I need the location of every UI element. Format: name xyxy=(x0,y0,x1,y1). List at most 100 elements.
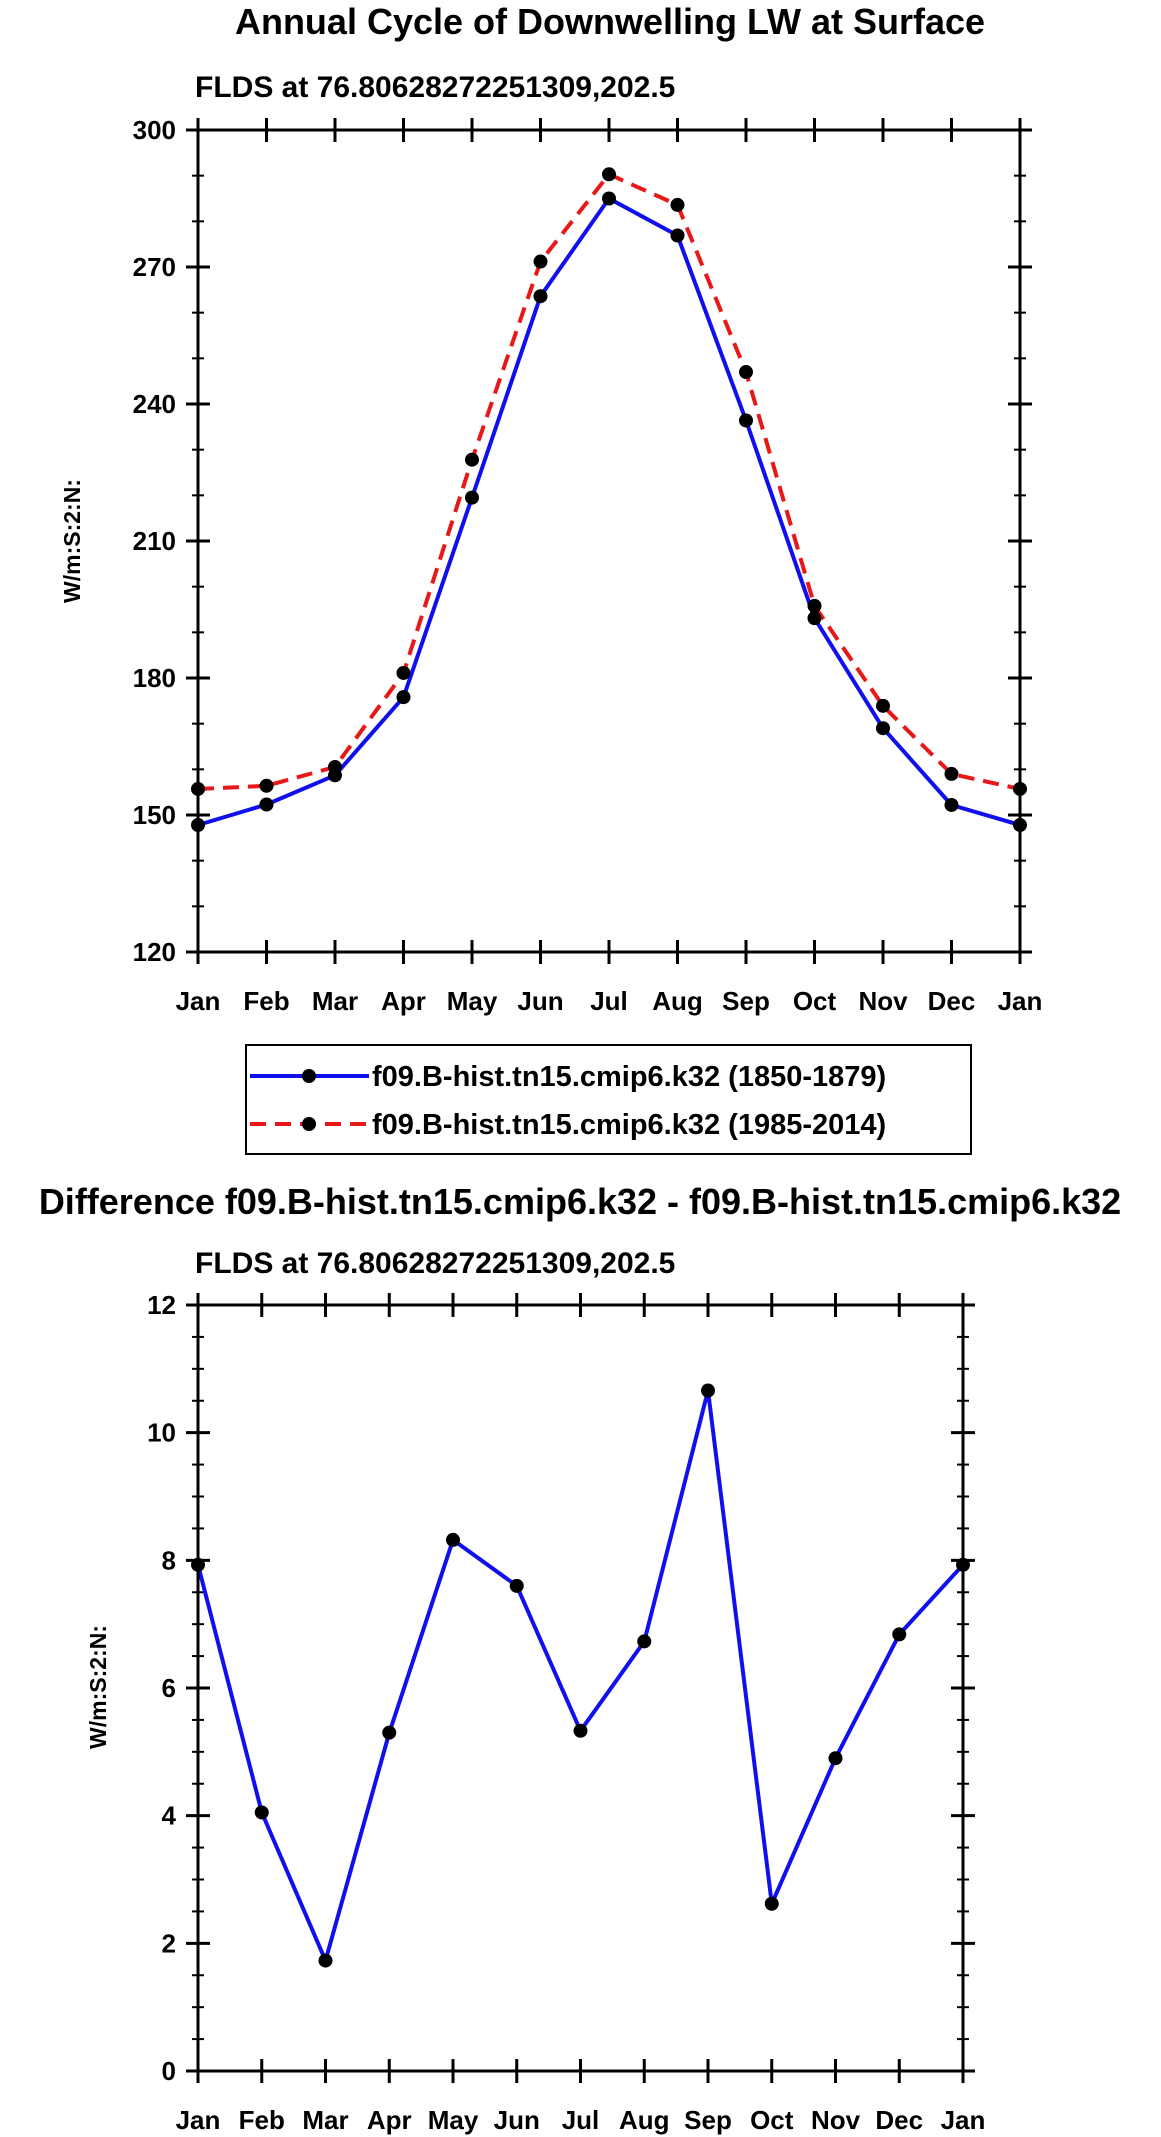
series-lines xyxy=(197,172,1021,827)
data-point xyxy=(396,690,411,705)
x-tick-label: Feb xyxy=(239,2105,285,2135)
data-point xyxy=(876,698,890,713)
y-axis-title: W/m:S:2:N: xyxy=(85,1625,111,1749)
y-tick-label: 6 xyxy=(162,1673,176,1703)
x-tick-label: Jan xyxy=(176,986,221,1016)
data-point xyxy=(602,191,616,206)
legend-entry-1850-1879: f09.B-hist.tn15.cmip6.k32 (1850-1879) xyxy=(250,1061,886,1093)
chart-subtitle: FLDS at 76.80628272251309,202.5 xyxy=(195,71,675,104)
y-tick-label: 2 xyxy=(162,1928,176,1958)
x-tick-label: Jul xyxy=(562,2105,600,2135)
x-tick-labels: Jan Feb Mar Apr May Jun Jul Aug Sep Oct Nov Dec Jan xyxy=(176,2105,986,2135)
x-tick-label: Mar xyxy=(312,986,358,1016)
series-points xyxy=(191,1383,970,1968)
x-tick-label: Sep xyxy=(722,986,770,1016)
data-point xyxy=(828,1751,843,1766)
series-line-1 xyxy=(197,172,1021,791)
legend-label: f09.B-hist.tn15.cmip6.k32 (1985-2014) xyxy=(372,1109,886,1141)
y-tick-label: 0 xyxy=(162,2056,176,2086)
x-tick-label: Jan xyxy=(998,986,1043,1016)
x-tick-label: Feb xyxy=(243,986,289,1016)
y-tick-label: 270 xyxy=(133,252,176,282)
y-tick-label: 210 xyxy=(133,526,176,556)
data-point xyxy=(807,611,822,626)
legend-marker xyxy=(302,1069,316,1083)
x-tick-label: Jul xyxy=(590,986,628,1016)
y-tick-label: 12 xyxy=(147,1290,176,1320)
data-point xyxy=(573,1723,588,1738)
chart-subtitle: FLDS at 76.80628272251309,202.5 xyxy=(195,1247,675,1280)
data-point xyxy=(465,452,479,467)
x-tick-label: Jun xyxy=(517,986,563,1016)
x-tick-label: Oct xyxy=(750,2105,794,2135)
data-point xyxy=(259,778,274,793)
data-point xyxy=(637,1634,652,1649)
x-tick-label: Oct xyxy=(793,986,837,1016)
data-point xyxy=(465,490,479,505)
series-lines xyxy=(196,1388,965,1963)
x-tick-label: Sep xyxy=(684,2105,732,2135)
x-tick-label: Nov xyxy=(811,2105,861,2135)
y-tick-label: 8 xyxy=(162,1545,176,1575)
legend-marker xyxy=(302,1117,316,1131)
x-tick-label: May xyxy=(428,2105,479,2135)
x-tick-label: Aug xyxy=(619,2105,670,2135)
plot-frame xyxy=(196,128,1022,954)
series-points xyxy=(191,167,1027,833)
x-tick-label: Dec xyxy=(928,986,976,1016)
x-tick-label: Dec xyxy=(875,2105,923,2135)
data-point xyxy=(670,197,685,212)
y-tick-label: 4 xyxy=(162,1801,177,1831)
y-axis-title: W/m:S:2:N: xyxy=(59,479,85,603)
axis-ticks xyxy=(186,1293,975,2083)
data-point xyxy=(701,1383,715,1398)
y-tick-labels: 0 2 4 6 8 10 12 xyxy=(147,1290,176,2086)
data-point xyxy=(739,365,753,380)
data-point xyxy=(259,797,274,812)
x-tick-label: May xyxy=(447,986,498,1016)
plot-frame xyxy=(196,1303,965,2073)
data-point xyxy=(382,1725,397,1740)
data-point xyxy=(764,1896,779,1911)
x-tick-label: Jan xyxy=(941,2105,986,2135)
data-point xyxy=(318,1953,333,1968)
x-tick-label: Mar xyxy=(302,2105,348,2135)
axis-ticks xyxy=(186,118,1032,964)
data-point xyxy=(944,797,959,812)
data-point xyxy=(396,665,411,680)
data-point xyxy=(446,1532,460,1547)
series-line-0 xyxy=(197,196,1021,827)
legend: f09.B-hist.tn15.cmip6.k32 (1850-1879) f0… xyxy=(245,1044,972,1155)
y-tick-label: 10 xyxy=(147,1418,176,1448)
data-point xyxy=(602,167,616,182)
data-point xyxy=(807,598,822,613)
difference-panel: Difference f09.B-hist.tn15.cmip6.k32 - f… xyxy=(39,1181,1121,2135)
legend-entry-1985-2014: f09.B-hist.tn15.cmip6.k32 (1985-2014) xyxy=(250,1109,886,1141)
data-point xyxy=(533,289,548,304)
x-tick-labels: Jan Feb Mar Apr May Jun Jul Aug Sep Oct Nov Dec Jan xyxy=(176,986,1043,1016)
annual-cycle-panel: Annual Cycle of Downwelling LW at Surfac… xyxy=(59,1,1043,1155)
x-tick-label: Aug xyxy=(652,986,703,1016)
data-point xyxy=(876,721,890,736)
data-point xyxy=(944,766,959,781)
y-tick-label: 300 xyxy=(133,115,176,145)
data-point xyxy=(892,1627,907,1642)
series-line-0 xyxy=(196,1388,965,1963)
y-tick-label: 240 xyxy=(133,389,176,419)
chart-title: Difference f09.B-hist.tn15.cmip6.k32 - f… xyxy=(39,1181,1121,1222)
y-tick-label: 180 xyxy=(133,663,176,693)
x-tick-label: Apr xyxy=(381,986,426,1016)
x-tick-label: Jun xyxy=(494,2105,540,2135)
x-tick-label: Jan xyxy=(176,2105,221,2135)
chart-title: Annual Cycle of Downwelling LW at Surfac… xyxy=(235,1,985,42)
data-point xyxy=(509,1578,524,1593)
data-point xyxy=(254,1805,269,1820)
y-tick-labels: 120 150 180 210 240 270 300 xyxy=(133,115,176,967)
legend-box xyxy=(245,1044,972,1155)
x-tick-label: Nov xyxy=(858,986,908,1016)
y-tick-label: 150 xyxy=(133,800,176,830)
data-point xyxy=(739,413,753,428)
y-tick-label: 120 xyxy=(133,937,176,967)
x-tick-label: Apr xyxy=(367,2105,412,2135)
